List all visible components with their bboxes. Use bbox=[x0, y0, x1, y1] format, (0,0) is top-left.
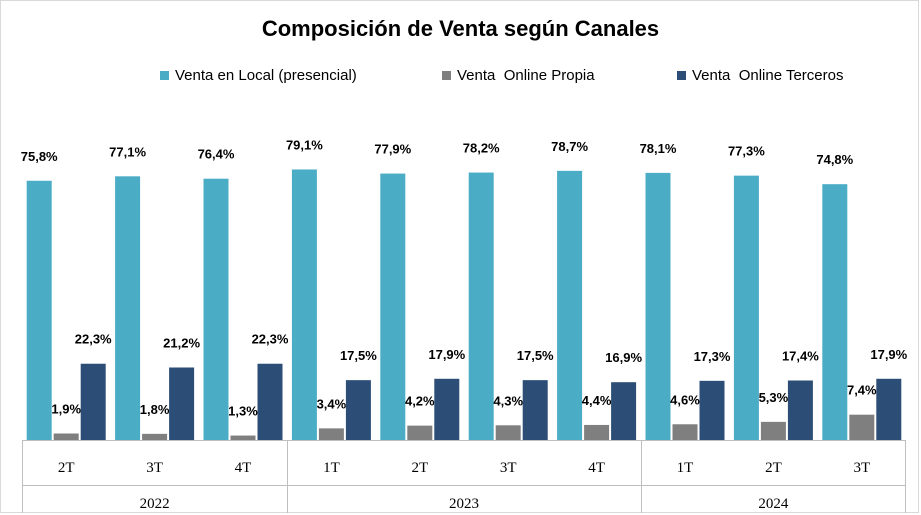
data-label-terceros: 16,9% bbox=[605, 350, 642, 365]
data-label-propia: 1,8% bbox=[140, 402, 170, 417]
data-label-terceros: 22,3% bbox=[252, 332, 289, 347]
data-label-terceros: 17,5% bbox=[340, 348, 377, 363]
category-label: 4T bbox=[235, 460, 252, 476]
legend-swatch-propia bbox=[442, 71, 451, 80]
data-label-local: 74,8% bbox=[816, 152, 853, 167]
category-label: 2T bbox=[765, 460, 782, 476]
bar-propia bbox=[672, 424, 698, 440]
bar-propia bbox=[760, 421, 786, 440]
bar-local bbox=[26, 180, 52, 440]
data-label-terceros: 21,2% bbox=[163, 335, 200, 350]
bar-propia bbox=[407, 425, 433, 440]
data-label-terceros: 17,9% bbox=[870, 347, 907, 362]
bar-propia bbox=[849, 414, 875, 440]
bar-local bbox=[645, 172, 671, 440]
bar-local bbox=[822, 184, 848, 440]
data-label-terceros: 22,3% bbox=[75, 332, 112, 347]
data-label-propia: 5,3% bbox=[759, 390, 789, 405]
data-label-local: 79,1% bbox=[286, 137, 323, 152]
bar-local bbox=[468, 172, 494, 440]
category-label: 3T bbox=[146, 460, 163, 476]
data-label-local: 77,1% bbox=[109, 144, 146, 159]
bar-terceros bbox=[699, 380, 725, 440]
bar-propia bbox=[495, 425, 521, 440]
bar-local bbox=[203, 178, 229, 440]
data-label-local: 76,4% bbox=[198, 147, 235, 162]
data-label-propia: 3,4% bbox=[317, 396, 347, 411]
bar-local bbox=[115, 176, 141, 440]
bar-terceros bbox=[80, 363, 106, 440]
bar-terceros bbox=[345, 380, 371, 440]
data-label-terceros: 17,9% bbox=[428, 347, 465, 362]
legend-label-propia: Venta Online Propia bbox=[457, 67, 595, 84]
data-label-terceros: 17,5% bbox=[517, 348, 554, 363]
year-label: 2023 bbox=[449, 496, 479, 512]
bar-propia bbox=[53, 433, 79, 440]
data-label-local: 77,9% bbox=[374, 142, 411, 157]
legend-item-local: Venta en Local (presencial) bbox=[160, 67, 357, 84]
data-label-propia: 1,9% bbox=[51, 402, 81, 417]
bar-propia bbox=[584, 424, 610, 440]
data-label-propia: 4,2% bbox=[405, 394, 435, 409]
data-label-local: 75,8% bbox=[21, 149, 58, 164]
bar-propia bbox=[230, 435, 256, 440]
year-label: 2022 bbox=[140, 496, 170, 512]
data-label-local: 78,7% bbox=[551, 139, 588, 154]
legend-swatch-local bbox=[160, 71, 169, 80]
legend-label-local: Venta en Local (presencial) bbox=[175, 67, 357, 84]
bar-local bbox=[380, 173, 406, 440]
data-label-propia: 7,4% bbox=[847, 383, 877, 398]
category-label: 1T bbox=[323, 460, 340, 476]
data-label-local: 78,1% bbox=[640, 141, 677, 156]
data-label-propia: 4,6% bbox=[670, 392, 700, 407]
data-label-terceros: 17,4% bbox=[782, 348, 819, 363]
legend-item-terceros: Venta Online Terceros bbox=[677, 67, 843, 84]
bar-local bbox=[733, 175, 759, 440]
category-label: 2T bbox=[58, 460, 75, 476]
bar-terceros bbox=[257, 363, 283, 440]
year-label: 2024 bbox=[758, 496, 789, 512]
category-label: 3T bbox=[853, 460, 870, 476]
legend-label-terceros: Venta Online Terceros bbox=[692, 67, 844, 84]
data-label-local: 78,2% bbox=[463, 141, 500, 156]
data-label-propia: 1,3% bbox=[228, 404, 258, 419]
legend-swatch-terceros bbox=[677, 71, 686, 80]
bar-propia bbox=[318, 428, 344, 440]
bar-terceros bbox=[169, 367, 195, 440]
data-label-propia: 4,3% bbox=[493, 393, 523, 408]
bar-terceros bbox=[434, 378, 460, 440]
legend-item-propia: Venta Online Propia bbox=[442, 67, 595, 84]
data-label-terceros: 17,3% bbox=[694, 349, 731, 364]
bar-propia bbox=[142, 433, 168, 440]
category-label: 4T bbox=[588, 460, 605, 476]
bar-terceros bbox=[611, 382, 637, 440]
category-label: 3T bbox=[500, 460, 517, 476]
chart-title: Composición de Venta según Canales bbox=[261, 16, 660, 41]
data-label-local: 77,3% bbox=[728, 144, 765, 159]
bar-terceros bbox=[787, 380, 813, 440]
bar-local bbox=[557, 170, 583, 440]
bar-terceros bbox=[522, 380, 548, 440]
bar-local bbox=[291, 169, 317, 440]
data-label-propia: 4,4% bbox=[582, 393, 612, 408]
category-label: 1T bbox=[677, 460, 694, 476]
category-label: 2T bbox=[411, 460, 428, 476]
bar-terceros bbox=[876, 378, 902, 440]
